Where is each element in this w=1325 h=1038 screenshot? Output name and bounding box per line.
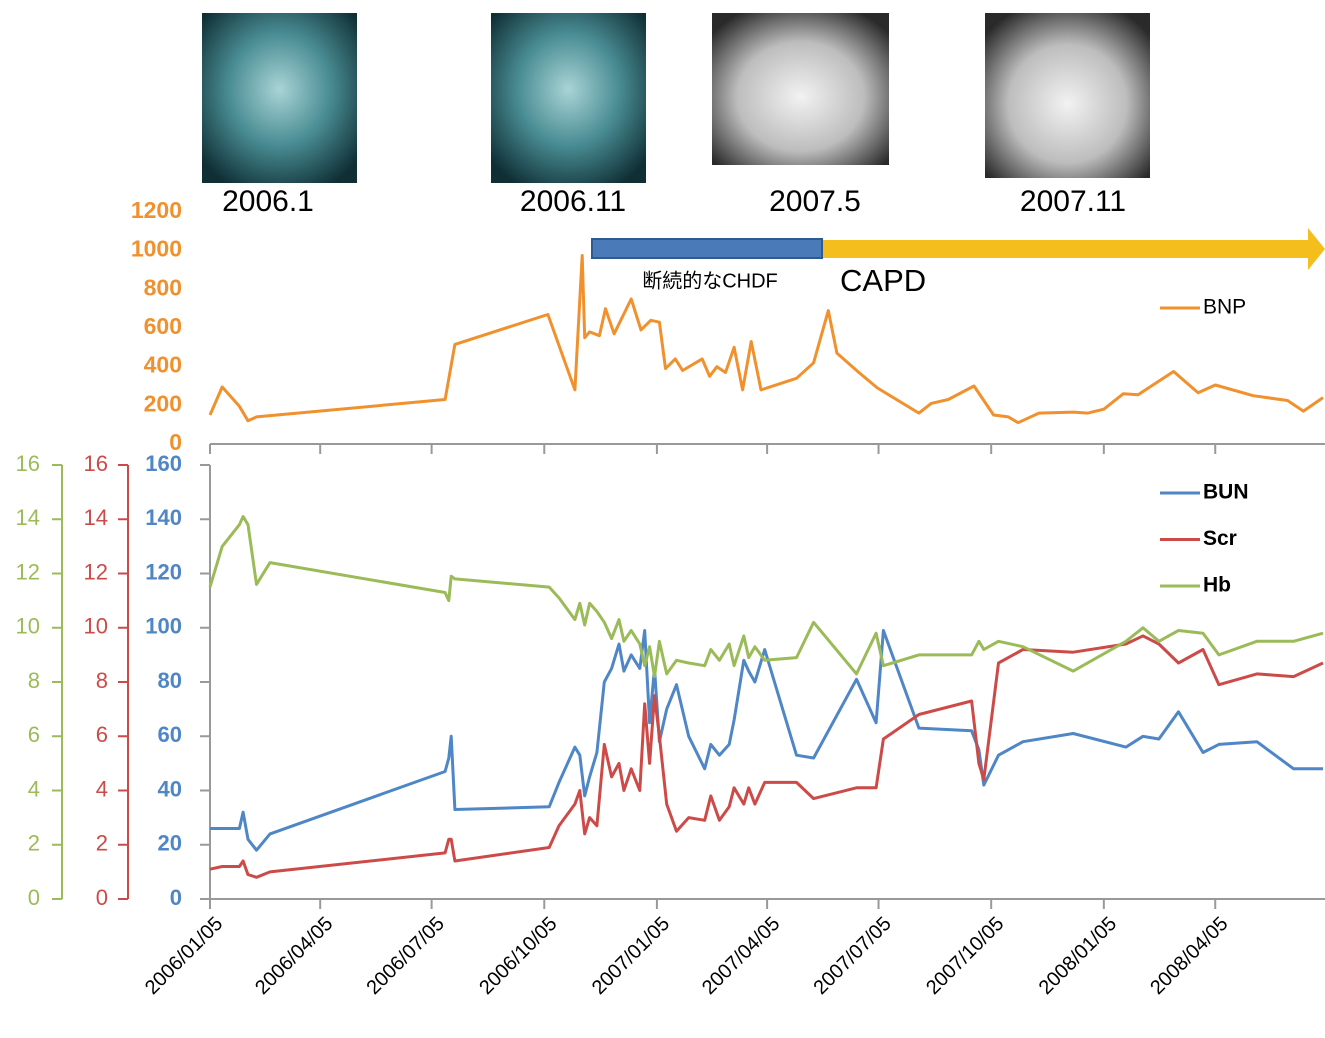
y-tick-label: 6 [96,722,108,747]
image-label: 2007.5 [769,185,861,218]
x-tick-label: 2008/01/05 [1035,913,1121,999]
x-tick-label: 2007/04/05 [698,913,784,999]
figure: 2006.1 2006.11 2007.5 2007.11 断続的なCHDF C… [0,0,1325,1038]
y-tick-label: 160 [145,451,182,476]
y-tick-label: 14 [16,505,40,530]
legend-label: Scr [1203,527,1237,550]
y-tick-label: 2 [28,831,40,856]
y-tick-label: 400 [144,352,182,378]
xray-image [202,13,357,183]
y-tick-label: 12 [16,559,40,584]
y-tick-label: 600 [144,313,182,339]
y-tick-label: 14 [84,505,108,530]
x-tick-label: 2006/07/05 [363,913,449,999]
y-tick-label: 2 [96,831,108,856]
y-tick-label: 100 [145,614,182,639]
y-tick-label: 10 [16,614,40,639]
annotation: CAPD [840,263,926,298]
y-tick-label: 4 [28,776,40,801]
y-tick-label: 0 [96,885,108,910]
y-tick-label: 60 [158,722,182,747]
chdf-bar [592,239,822,258]
x-tick-label: 2007/07/05 [809,913,895,999]
y-tick-label: 16 [16,451,40,476]
y-tick-label: 800 [144,274,182,300]
y-tick-label: 140 [145,505,182,530]
y-tick-label: 200 [144,390,182,416]
y-tick-label: 16 [84,451,108,476]
image-label: 2006.1 [222,185,314,218]
legend-label: BUN [1203,481,1249,504]
y-tick-label: 120 [145,559,182,584]
x-tick-label: 2007/10/05 [922,913,1008,999]
x-tick-label: 2006/04/05 [251,913,337,999]
y-tick-label: 1200 [131,197,182,223]
image-label: 2007.11 [1020,185,1126,218]
xray-image [491,13,646,183]
xray-image [985,13,1150,178]
y-tick-label: 0 [28,885,40,910]
y-tick-label: 12 [84,559,108,584]
x-tick-label: 2007/01/05 [588,913,674,999]
y-tick-label: 10 [84,614,108,639]
y-tick-label: 8 [96,668,108,693]
y-tick-label: 40 [158,776,182,801]
annotation: 断続的なCHDF [642,269,778,292]
page: {"images": [{"label": "2006.1"}, {"label… [0,0,1325,1038]
series-line [210,636,1323,877]
y-tick-label: 20 [158,831,182,856]
x-tick-label: 2006/01/05 [141,913,227,999]
x-tick-label: 2006/10/05 [475,913,561,999]
legend-label: BNP [1203,296,1246,319]
y-tick-label: 6 [28,722,40,747]
series-line [210,631,1323,851]
y-tick-label: 8 [28,668,40,693]
y-tick-label: 1000 [131,236,182,262]
xray-image [712,13,889,165]
y-tick-label: 80 [158,668,182,693]
x-tick-label: 2008/04/05 [1146,913,1232,999]
legend-label: Hb [1203,574,1231,597]
y-tick-label: 0 [170,885,182,910]
image-label: 2006.11 [520,185,626,218]
y-tick-label: 4 [96,776,108,801]
